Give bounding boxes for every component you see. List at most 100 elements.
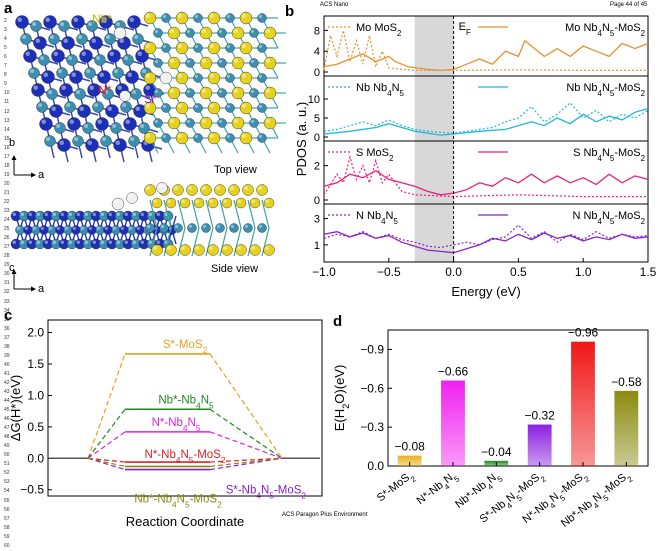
line-number: 40 bbox=[4, 361, 10, 368]
axis-arrow-side-vert-head bbox=[11, 269, 17, 274]
mo-atom bbox=[217, 58, 227, 68]
side-atom-mid-highlight bbox=[64, 226, 69, 230]
side-s-atom-bot-highlight bbox=[237, 246, 241, 250]
page-number: Page 44 of 45 bbox=[610, 2, 648, 8]
mo-atom-highlight bbox=[226, 74, 230, 79]
line-number: 28 bbox=[4, 253, 10, 260]
side-s-atom-top-highlight bbox=[174, 186, 178, 190]
side-s-atom-bot-highlight bbox=[153, 246, 157, 250]
s-atom bbox=[207, 101, 221, 115]
free-energy-series-label: S*-MoS2 bbox=[163, 339, 208, 355]
pdos-xtick-label: −0.5 bbox=[377, 265, 401, 279]
mo-atom-highlight bbox=[218, 89, 222, 94]
nb-atom-highlight bbox=[33, 85, 38, 90]
s-atom bbox=[239, 101, 253, 115]
mo-atom-highlight bbox=[162, 14, 166, 18]
pdos-solid-series bbox=[323, 231, 649, 254]
side-s-atom-bot-highlight bbox=[195, 246, 199, 250]
nb-atom bbox=[67, 117, 81, 131]
nb-atom-highlight bbox=[61, 85, 66, 90]
mo-atom bbox=[153, 58, 163, 68]
journal-header: ACS Nano bbox=[320, 2, 349, 8]
side-atom-mid-highlight bbox=[24, 226, 28, 230]
bar bbox=[527, 424, 552, 466]
side-mo-atom bbox=[215, 223, 225, 233]
side-atom-bot-highlight bbox=[12, 240, 16, 244]
side-mo-bond bbox=[163, 227, 172, 257]
mo-atom bbox=[153, 28, 163, 38]
mo-atom bbox=[217, 28, 227, 38]
bar-value-label: −0.58 bbox=[611, 375, 642, 389]
nb-atom bbox=[59, 83, 73, 97]
side-mo-bond bbox=[261, 227, 270, 257]
side-s-atom-top-highlight bbox=[230, 186, 234, 190]
line-number: 54 bbox=[4, 488, 10, 495]
mo-atom-highlight bbox=[194, 14, 198, 18]
axis-b-label: b bbox=[9, 137, 16, 149]
panel-c-free-energy-chart: −0.5 0.0 0.5 1.0 1.5 2.0 ΔG(H*)(eV) Reaction Co… bbox=[8, 319, 323, 529]
side-atom-mid-highlight bbox=[104, 226, 109, 230]
line-number: 17 bbox=[4, 153, 10, 160]
panel-c-letter: c bbox=[4, 307, 13, 324]
side-h-atom-highlight bbox=[128, 194, 132, 198]
nb-atom-highlight bbox=[89, 85, 94, 90]
s-atom bbox=[143, 71, 157, 85]
nb-atom bbox=[33, 36, 47, 50]
mo-atom-highlight bbox=[154, 59, 158, 63]
side-atom-top-highlight bbox=[116, 212, 120, 216]
side-atom-top-highlight bbox=[148, 212, 152, 216]
bar-value-label: −0.96 bbox=[568, 326, 599, 340]
s-atom bbox=[263, 116, 277, 130]
side-mo-bond bbox=[149, 199, 158, 229]
line-number: 4 bbox=[4, 36, 7, 43]
side-atom-top-highlight bbox=[84, 212, 88, 216]
line-number: 46 bbox=[4, 416, 10, 423]
pdos-dotted-series bbox=[323, 101, 649, 134]
fermi-level-label: EF bbox=[459, 21, 471, 37]
s-atom bbox=[231, 86, 245, 100]
side-atom-mid-highlight bbox=[72, 226, 77, 230]
line-number: 5 bbox=[4, 45, 7, 52]
line-number: 15 bbox=[4, 135, 10, 142]
side-atom-mid-highlight bbox=[16, 226, 20, 230]
pdos-xtick-label: 0.5 bbox=[510, 265, 527, 279]
s-atom-highlight bbox=[241, 43, 246, 49]
side-mo-atom-highlight bbox=[146, 224, 150, 228]
mo-atom bbox=[185, 28, 195, 38]
nb-atom-highlight bbox=[97, 119, 102, 124]
s-atom-highlight bbox=[177, 103, 182, 108]
nb-atom-highlight bbox=[129, 17, 135, 22]
side-mo-atom bbox=[145, 223, 155, 233]
s-atom-highlight bbox=[169, 58, 174, 64]
line-number: 41 bbox=[4, 370, 10, 377]
line-number: 43 bbox=[4, 388, 10, 395]
s-atom bbox=[175, 71, 189, 85]
s-atom-highlight bbox=[145, 43, 150, 49]
nb-atom bbox=[15, 15, 29, 29]
s-atom bbox=[199, 86, 213, 100]
mo-atom-highlight bbox=[186, 119, 190, 124]
free-energy-dash-right bbox=[209, 408, 283, 459]
free-energy-series-label: Nb*-Nb4N5-MoS2 bbox=[134, 493, 222, 509]
pdos-subplot-frame bbox=[323, 203, 649, 263]
bar-ylabel: E(H2O)(eV) bbox=[332, 365, 351, 432]
line-number: 51 bbox=[4, 461, 10, 468]
bar bbox=[441, 380, 465, 466]
mo-atom bbox=[193, 73, 203, 83]
s-atom bbox=[239, 71, 253, 85]
line-number: 6 bbox=[4, 54, 7, 61]
pdos-ytick-label: 1 bbox=[314, 240, 320, 252]
side-s-atom-top bbox=[256, 184, 268, 196]
free-energy-dash-right bbox=[209, 457, 283, 463]
side-atom-bot-highlight bbox=[140, 240, 144, 244]
side-s-atom-top2 bbox=[221, 197, 233, 209]
free-energy-dash-left bbox=[87, 408, 126, 459]
mo-atom bbox=[249, 118, 259, 128]
mo-atom-highlight bbox=[226, 134, 230, 138]
n-atom-highlight bbox=[22, 35, 27, 39]
free-energy-frame bbox=[47, 319, 323, 497]
mo-atom-highlight bbox=[258, 104, 262, 109]
side-mo-atom-highlight bbox=[216, 224, 220, 228]
free-energy-series-label: N*-Nb4N5 bbox=[152, 417, 201, 433]
n-atom-highlight bbox=[86, 69, 90, 73]
